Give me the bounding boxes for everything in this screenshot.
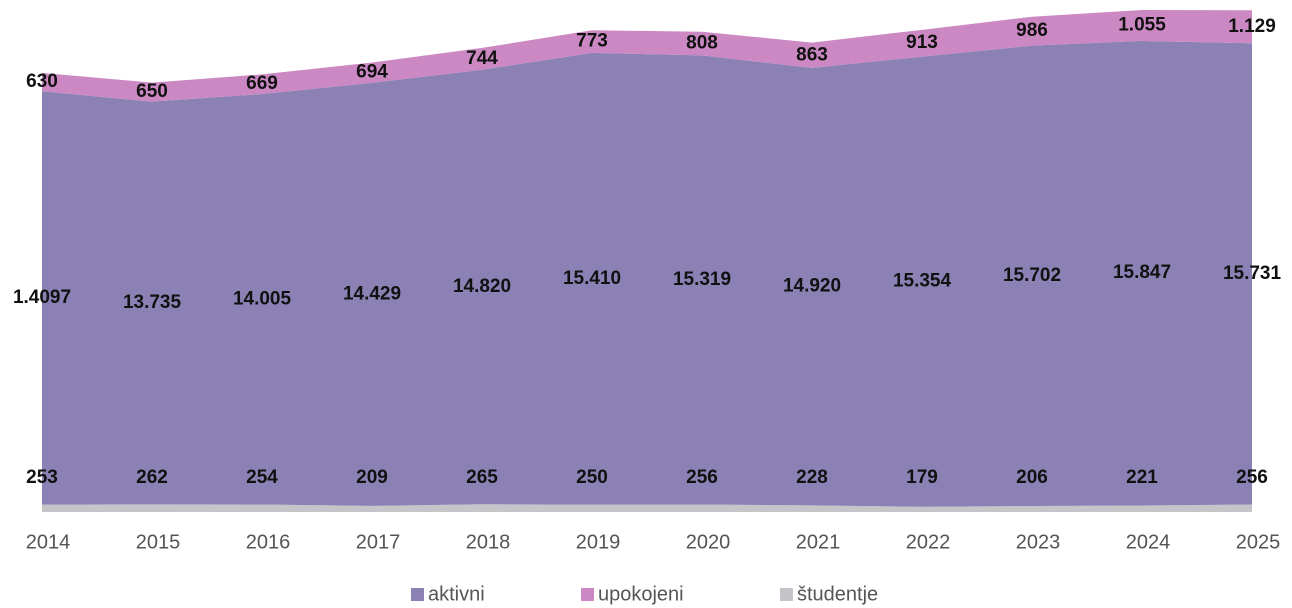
legend-item: študentje xyxy=(780,583,878,605)
value-label: 14.920 xyxy=(783,276,841,297)
legend-swatch xyxy=(780,588,793,601)
value-label: 250 xyxy=(576,467,608,488)
page: {"chart_data": {"type": "stacked-area", … xyxy=(0,0,1292,608)
legend-swatch xyxy=(411,588,424,601)
chart: 253 262 254 209 265 250 256 228 179 206 221 256 1.40… xyxy=(0,0,1292,608)
legend-label: upokojeni xyxy=(598,583,684,605)
value-label: 15.354 xyxy=(893,271,952,292)
value-label: 253 xyxy=(26,467,58,488)
legend-item: aktivni xyxy=(411,583,485,605)
value-label: 15.319 xyxy=(673,269,731,290)
x-tick-label: 2023 xyxy=(1016,531,1061,553)
value-label: 650 xyxy=(136,81,168,102)
x-tick-label: 2025 xyxy=(1236,531,1281,553)
value-label: 15.410 xyxy=(563,268,621,289)
x-tick-label: 2019 xyxy=(576,531,621,553)
value-label: 179 xyxy=(906,467,938,488)
x-tick-label: 2016 xyxy=(246,531,291,553)
value-label: 15.847 xyxy=(1113,262,1171,283)
value-label: 265 xyxy=(466,467,498,488)
value-label: 808 xyxy=(686,33,718,54)
x-tick-label: 2017 xyxy=(356,531,401,553)
value-label: 773 xyxy=(576,31,608,52)
value-label: 630 xyxy=(26,71,58,92)
value-label: 14.005 xyxy=(233,288,292,309)
legend-swatch xyxy=(581,588,594,601)
value-label: 14.820 xyxy=(453,276,511,297)
x-tick-label: 2020 xyxy=(686,531,731,553)
value-label: 228 xyxy=(796,467,828,488)
value-label: 209 xyxy=(356,467,388,488)
value-label: 13.735 xyxy=(123,292,182,313)
legend-label: študentje xyxy=(797,583,878,605)
legend-item: upokojeni xyxy=(581,583,684,605)
value-label: 15.702 xyxy=(1003,265,1061,286)
value-label: 669 xyxy=(246,73,278,94)
value-label: 1.055 xyxy=(1118,14,1166,35)
x-tick-label: 2024 xyxy=(1126,531,1171,553)
value-label: 14.429 xyxy=(343,283,401,304)
x-tick-label: 2018 xyxy=(466,531,511,553)
value-label: 256 xyxy=(686,467,718,488)
value-label: 262 xyxy=(136,467,168,488)
value-label: 694 xyxy=(356,62,388,83)
x-tick-label: 2022 xyxy=(906,531,951,553)
x-tick-label: 2014 xyxy=(26,531,71,553)
value-label: 913 xyxy=(906,32,938,53)
value-label: 986 xyxy=(1016,20,1048,41)
legend-label: aktivni xyxy=(428,583,485,605)
area xyxy=(42,41,1252,507)
value-label: 206 xyxy=(1016,467,1048,488)
value-label: 256 xyxy=(1236,467,1268,488)
x-tick-label: 2015 xyxy=(136,531,181,553)
value-label: 863 xyxy=(796,44,828,65)
value-label: 1.4097 xyxy=(13,287,71,308)
value-label: 744 xyxy=(466,48,498,69)
value-label: 1.129 xyxy=(1228,16,1276,37)
value-label: 254 xyxy=(246,467,278,488)
value-label: 221 xyxy=(1126,467,1158,488)
x-tick-label: 2021 xyxy=(796,531,841,553)
value-label: 15.731 xyxy=(1223,263,1282,284)
